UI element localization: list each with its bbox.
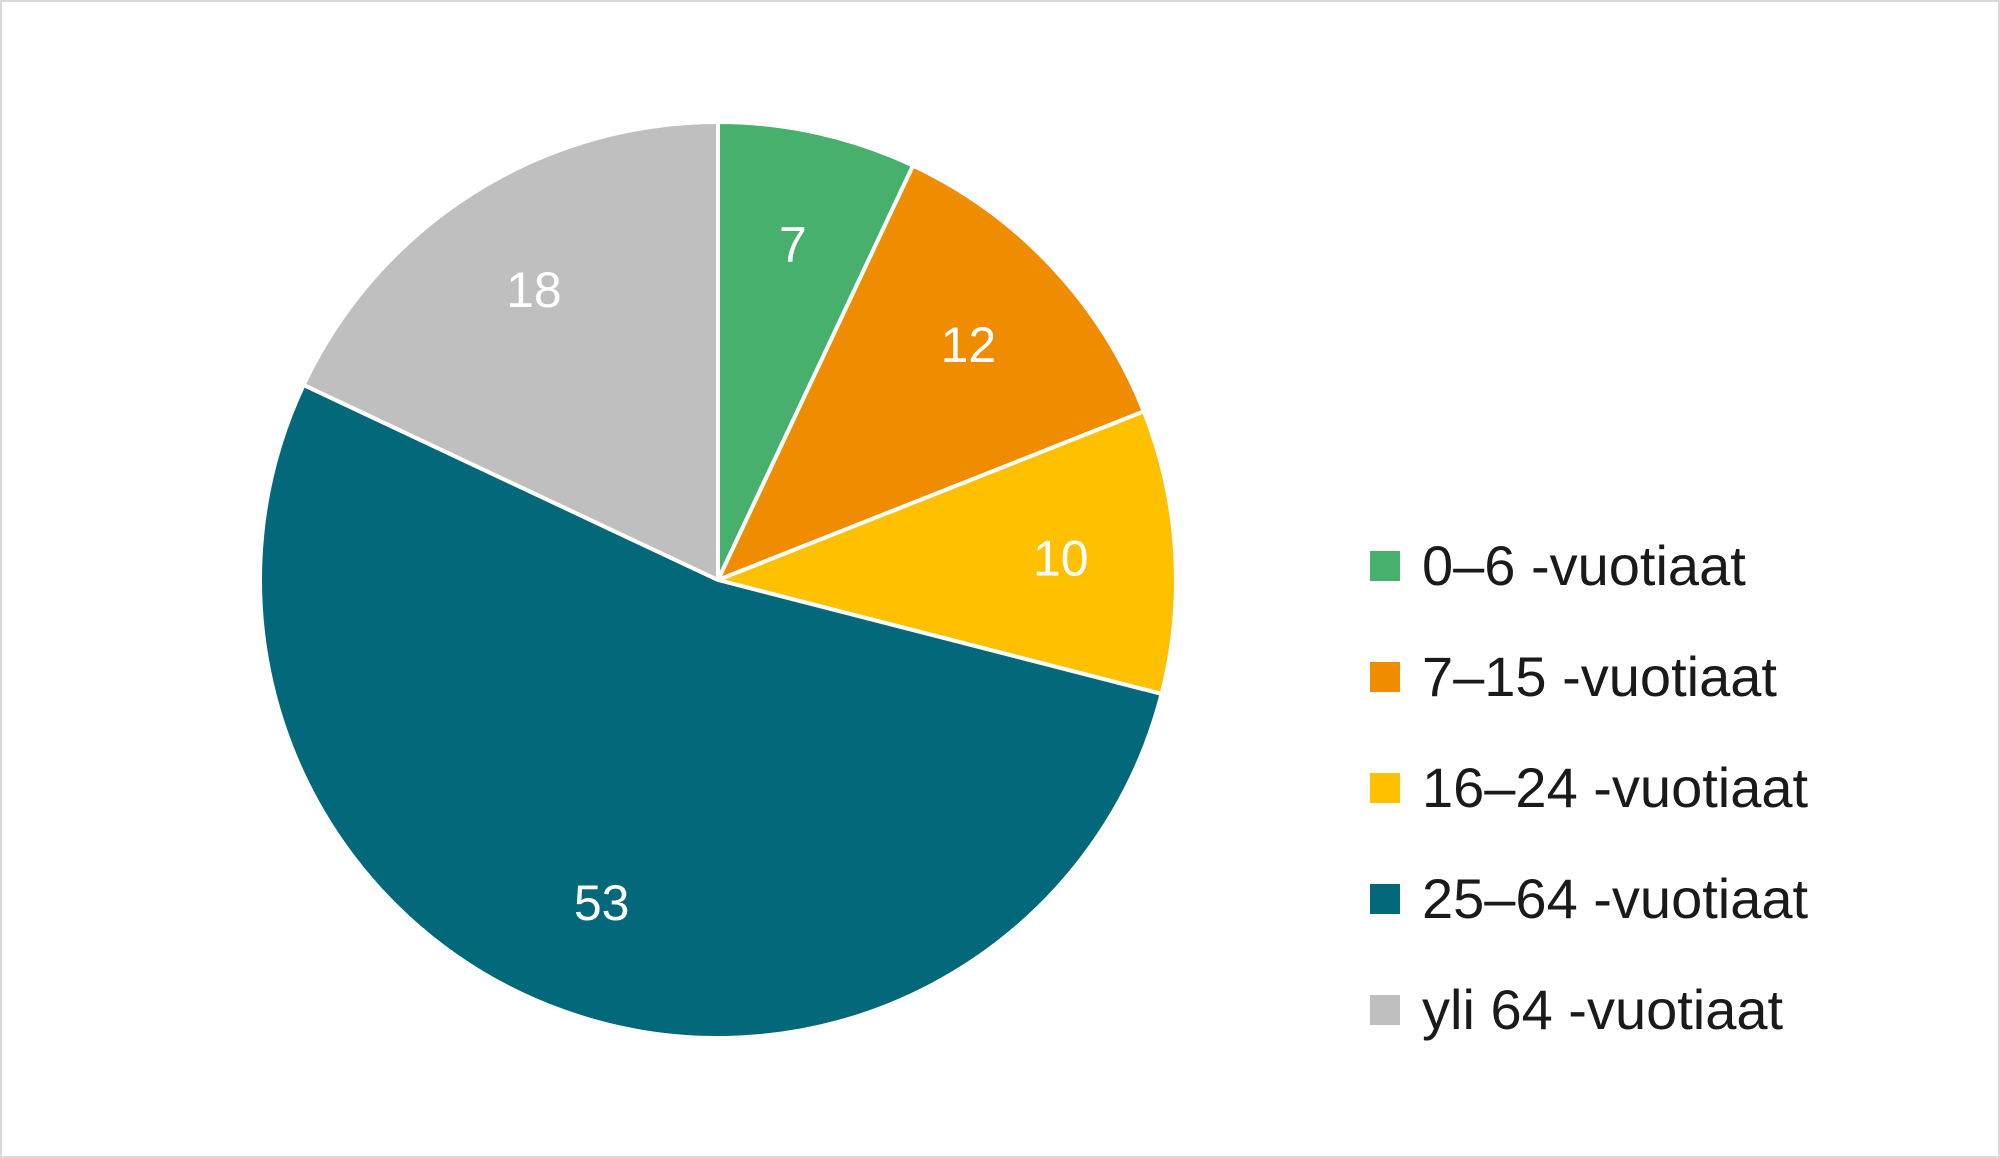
pie-data-labels: 7 12 10 53 18 [506,217,1089,931]
pie-slice-25-64-vuotiaat [258,382,1164,1040]
legend-swatch [1370,772,1400,803]
legend-label: 7–15 -vuotiaat [1422,645,1777,708]
pie-slices [258,120,1178,1040]
data-label-7-15-vuotiaat: 12 [941,317,997,373]
legend-label: 0–6 -vuotiaat [1422,534,1746,597]
legend-label: 16–24 -vuotiaat [1422,756,1809,819]
legend-item-16-24-vuotiaat: 16–24 -vuotiaat [1370,732,1970,843]
legend-item-7-15-vuotiaat: 7–15 -vuotiaat [1370,621,1970,732]
pie-slice-0-6-vuotiaat [716,120,916,582]
data-label-25-64-vuotiaat: 53 [574,875,630,931]
legend-swatch [1370,661,1400,692]
data-label-16-24-vuotiaat: 10 [1033,530,1089,586]
pie-slice-yli-64-vuotiaat [301,120,720,582]
legend-item-25-64-vuotiaat: 25–64 -vuotiaat [1370,843,1970,954]
data-label-0-6-vuotiaat: 7 [779,217,807,273]
pie-slice-16-24-vuotiaat [716,409,1178,696]
legend-item-yli-64-vuotiaat: yli 64 -vuotiaat [1370,954,1970,1065]
legend-swatch [1370,994,1400,1025]
legend-swatch [1370,550,1400,581]
data-label-yli-64-vuotiaat: 18 [506,262,562,318]
pie-slice-7-15-vuotiaat [716,163,1146,582]
legend-label: yli 64 -vuotiaat [1422,978,1784,1041]
legend-item-0-6-vuotiaat: 0–6 -vuotiaat [1370,510,1970,621]
legend: 0–6 -vuotiaat 7–15 -vuotiaat 16–24 -vuotia… [1370,510,1970,1065]
legend-swatch [1370,883,1400,914]
legend-label: 25–64 -vuotiaat [1422,867,1809,930]
